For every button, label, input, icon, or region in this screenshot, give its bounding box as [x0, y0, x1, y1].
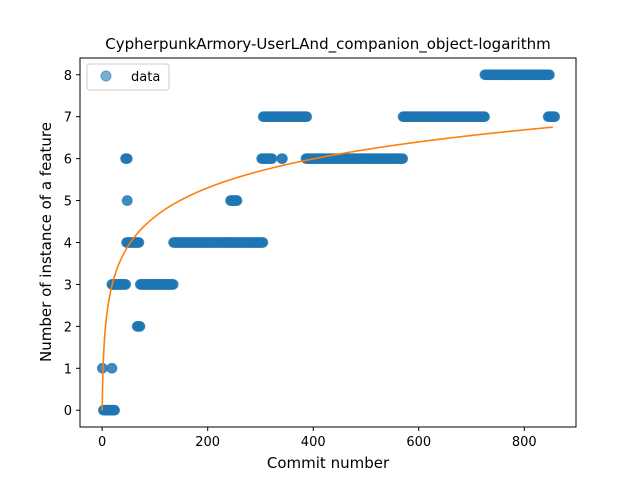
y-tick-label: 8: [64, 69, 72, 84]
x-axis: 0 200 400 600 800: [98, 427, 537, 450]
chart-title: CypherpunkArmory-UserLAnd_companion_obje…: [105, 35, 550, 54]
data-point: [134, 321, 146, 332]
data-point: [120, 279, 132, 290]
data-points: [96, 69, 561, 416]
data-point: [397, 153, 409, 164]
y-tick-label: 6: [64, 153, 72, 168]
data-point: [266, 153, 278, 164]
data-point: [133, 237, 145, 248]
x-tick-label: 600: [406, 435, 431, 450]
data-point: [549, 111, 561, 123]
x-tick-label: 200: [195, 435, 220, 450]
y-tick-label: 3: [64, 278, 72, 293]
x-tick-label: 800: [512, 435, 537, 450]
y-axis: 0 1 2 3 4 5 6 7 8: [64, 69, 80, 419]
x-tick-label: 400: [301, 435, 326, 450]
plot-area: [79, 57, 577, 428]
y-tick-label: 7: [64, 111, 72, 126]
data-point: [109, 404, 121, 416]
data-point: [231, 195, 243, 206]
legend-label-data: data: [131, 70, 160, 85]
data-point: [106, 362, 118, 374]
data-point: [168, 279, 179, 290]
fit-curve: [101, 126, 553, 411]
data-point: [544, 69, 555, 81]
y-tick-label: 4: [64, 237, 72, 252]
y-tick-label: 0: [64, 404, 72, 419]
data-point: [257, 237, 269, 248]
legend-marker-data: [100, 70, 112, 82]
legend: data: [86, 63, 170, 91]
plot-background: [80, 58, 576, 427]
data-point: [122, 153, 133, 164]
data-point: [277, 153, 288, 164]
y-tick-label: 1: [64, 362, 72, 377]
y-tick-label: 2: [64, 320, 72, 335]
y-tick-label: 5: [64, 195, 72, 210]
x-tick-label: 0: [98, 435, 106, 450]
y-axis-label: Number of instance of a feature: [37, 122, 55, 362]
legend-box: [86, 63, 170, 91]
data-point: [301, 111, 313, 123]
data-point: [479, 111, 491, 123]
x-axis-label: Commit number: [267, 454, 390, 472]
data-point: [122, 195, 133, 206]
